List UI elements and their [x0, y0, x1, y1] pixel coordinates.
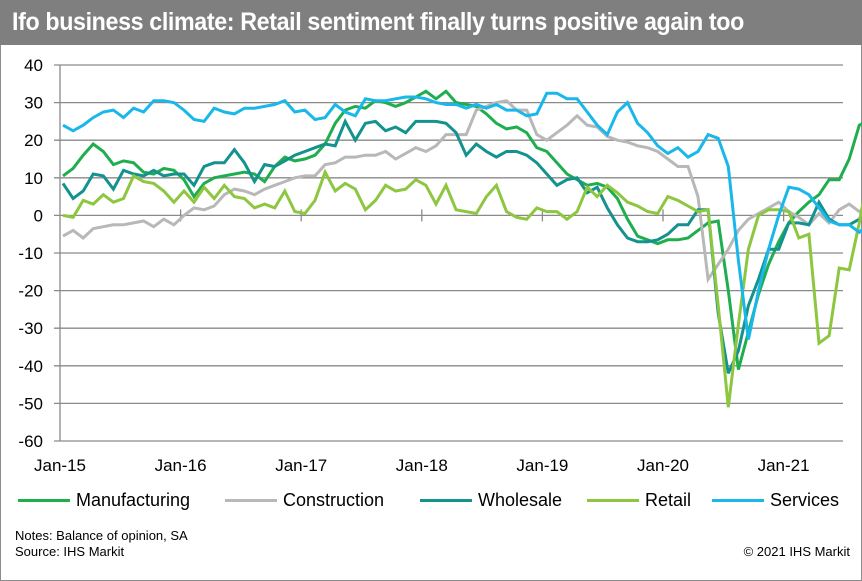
y-tick-label: -60: [18, 432, 43, 451]
series-line-services: [62, 91, 862, 340]
legend-swatch: [587, 498, 639, 502]
legend-label: Construction: [283, 489, 385, 510]
legend-swatch: [420, 498, 472, 502]
y-tick-label: -30: [18, 319, 43, 338]
chart-title: Ifo business climate: Retail sentiment f…: [12, 8, 744, 36]
x-tick-label: Jan-16: [155, 456, 207, 475]
y-tick-label: -50: [18, 394, 43, 413]
legend-label: Manufacturing: [76, 489, 191, 510]
chart-legend: Manufacturing Construction Wholesale Retail…: [0, 487, 862, 513]
series-line-retail: [62, 168, 862, 408]
legend-swatch: [225, 498, 277, 502]
series-line-construction: [62, 99, 862, 284]
notes-line: Notes: Balance of opinion, SA: [15, 528, 188, 543]
legend-swatch: [18, 498, 70, 502]
x-tick-label: Jan-15: [34, 456, 86, 475]
legend-item-construction: Construction: [225, 487, 384, 513]
y-tick-label: -20: [18, 282, 43, 301]
x-tick-label: Jan-20: [637, 456, 689, 475]
y-tick-label: 10: [24, 169, 43, 188]
legend-item-manufacturing: Manufacturing: [18, 487, 190, 513]
copyright: © 2021 IHS Markit: [743, 544, 850, 559]
legend-swatch: [712, 498, 764, 502]
legend-label: Wholesale: [478, 489, 563, 510]
legend-label: Services: [770, 489, 840, 510]
source-line: Source: IHS Markit: [15, 544, 125, 559]
series-lines: [61, 89, 862, 408]
y-axis-labels: 40 30 20 10 0 -10 -20 -30 -40 -50 -60: [18, 56, 43, 451]
line-chart: 40 30 20 10 0 -10 -20 -30 -40 -50 -60 Jan-15 Jan-16…: [18, 56, 862, 475]
legend-item-retail: Retail: [587, 487, 691, 513]
x-tick-label: Jan-21: [758, 456, 810, 475]
x-tick-label: Jan-19: [516, 456, 568, 475]
legend-item-services: Services: [712, 487, 839, 513]
chart-title-bar: Ifo business climate: Retail sentiment f…: [0, 0, 862, 45]
y-tick-label: 20: [24, 131, 43, 150]
y-tick-label: 0: [34, 206, 43, 225]
y-tick-label: 40: [24, 56, 43, 75]
y-tick-label: -40: [18, 357, 43, 376]
y-tick-label: 30: [24, 94, 43, 113]
x-axis-labels: Jan-15 Jan-16 Jan-17 Jan-18 Jan-19 Jan-20 Jan-…: [34, 456, 810, 475]
legend-label: Retail: [645, 489, 692, 510]
legend-item-wholesale: Wholesale: [420, 487, 562, 513]
y-tick-label: -10: [18, 244, 43, 263]
series-line-wholesale: [61, 117, 862, 374]
x-tick-label: Jan-18: [396, 456, 448, 475]
chart-notes: Notes: Balance of opinion, SA Source: IH…: [15, 528, 188, 560]
x-tick-label: Jan-17: [275, 456, 327, 475]
